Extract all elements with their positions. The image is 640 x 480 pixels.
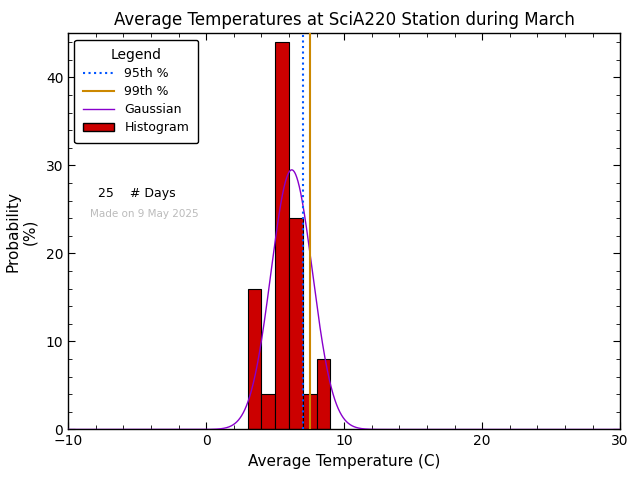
Text: Made on 9 May 2025: Made on 9 May 2025 (90, 209, 199, 218)
Text: (%): (%) (22, 218, 37, 245)
Bar (303, 394, 317, 430)
Bar (289, 218, 303, 430)
Legend: 95th %, 99th %, Gaussian, Histogram: 95th %, 99th %, Gaussian, Histogram (74, 40, 198, 143)
Title: Average Temperatures at SciA220 Station during March: Average Temperatures at SciA220 Station … (114, 11, 575, 29)
Bar (275, 42, 289, 430)
X-axis label: Average Temperature (C): Average Temperature (C) (248, 454, 440, 469)
Text: 25    # Days: 25 # Days (90, 187, 176, 200)
Bar (248, 288, 261, 430)
Bar (261, 394, 275, 430)
Bar (317, 359, 330, 430)
Text: Probability: Probability (6, 191, 20, 272)
